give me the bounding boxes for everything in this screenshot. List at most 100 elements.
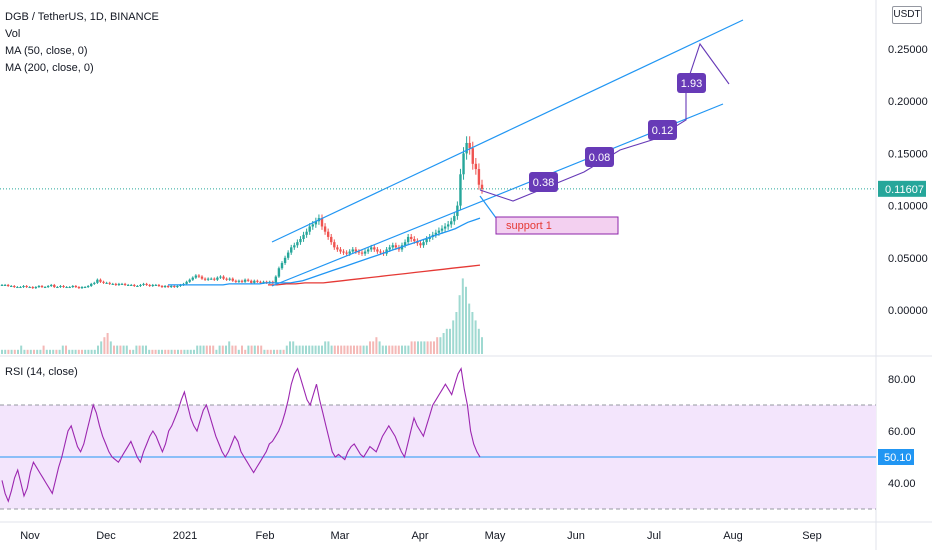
volume-bar	[356, 345, 359, 354]
candle-body	[354, 249, 358, 252]
volume-bar	[173, 349, 176, 354]
volume-bar	[253, 345, 256, 354]
volume-bar	[433, 341, 435, 354]
candle-body	[160, 285, 164, 288]
volume-bar	[138, 345, 141, 354]
candle-body	[219, 276, 222, 278]
projection-label: 0.38	[533, 177, 554, 189]
volume-bar	[61, 345, 64, 354]
volume-bar	[423, 341, 426, 354]
volume-bar	[413, 341, 416, 354]
candle-body	[96, 279, 99, 283]
candle-body	[114, 283, 118, 285]
volume-bar	[388, 345, 391, 354]
volume-bar	[477, 328, 480, 354]
volume-bar	[474, 320, 477, 354]
volume-bar	[365, 345, 368, 354]
candle-body	[299, 239, 302, 243]
candle-body	[222, 276, 225, 279]
volume-bar	[167, 349, 170, 354]
volume-bar	[33, 349, 35, 354]
time-tick-label: Aug	[723, 530, 743, 542]
currency-unit-button[interactable]: USDT	[892, 6, 922, 24]
candle-body	[333, 242, 336, 248]
candle-body	[462, 153, 465, 175]
volume-bar	[234, 345, 237, 354]
volume-bar	[452, 320, 455, 354]
volume-bar	[362, 345, 365, 354]
volume-bar	[407, 345, 410, 354]
volume-bar	[199, 345, 202, 354]
candle-body	[133, 284, 136, 286]
candle-body	[434, 232, 438, 235]
volume-bar	[273, 349, 275, 354]
volume-bar	[145, 345, 147, 354]
candle-body	[246, 279, 250, 281]
candle-body	[240, 280, 244, 282]
candle-body	[59, 285, 62, 288]
volume-bar	[250, 345, 253, 354]
candle-body	[465, 142, 468, 154]
candle-body	[290, 247, 293, 253]
volume-bar	[87, 349, 90, 354]
candle-body	[74, 285, 78, 288]
candle-body	[93, 282, 96, 284]
candle-body	[308, 226, 311, 232]
candle-body	[197, 275, 201, 277]
volume-bar	[314, 345, 317, 354]
volume-bar	[397, 345, 400, 354]
volume-bar	[202, 345, 205, 354]
candle-body	[148, 284, 151, 286]
volume-bar	[468, 303, 471, 354]
candle-body	[360, 252, 364, 254]
volume-bar	[170, 349, 173, 354]
candle-body	[225, 278, 228, 280]
volume-bar	[119, 345, 122, 354]
volume-bar	[241, 345, 243, 354]
candle-body	[213, 278, 216, 280]
volume-bar	[439, 337, 442, 354]
support-label: support 1	[506, 220, 552, 232]
volume-bar	[426, 341, 429, 354]
candle-body	[480, 184, 484, 189]
channel-upper-line	[271, 19, 744, 243]
candle-body	[163, 285, 167, 288]
candle-body	[410, 236, 413, 240]
rsi-tick-label: 80.00	[888, 374, 916, 386]
price-tick-label: 0.15000	[888, 148, 928, 160]
candle-body	[314, 221, 318, 225]
candle-body	[468, 142, 471, 149]
volume-bar	[1, 349, 3, 354]
volume-bar	[385, 345, 387, 354]
ma200-line	[268, 264, 481, 286]
volume-bar	[157, 349, 160, 354]
candle-body	[37, 285, 41, 288]
volume-bar	[164, 349, 167, 354]
candle-body	[170, 285, 173, 288]
time-tick-label: Feb	[256, 530, 275, 542]
volume-bar	[292, 341, 295, 354]
volume-bar	[449, 328, 451, 354]
candle-body	[68, 287, 71, 289]
volume-bar	[298, 345, 301, 354]
volume-bar	[180, 349, 183, 354]
volume-bar	[189, 349, 192, 354]
projection-label: 0.12	[652, 125, 673, 137]
projection-path	[479, 42, 730, 202]
candle-body	[22, 285, 25, 288]
volume-bar	[209, 345, 211, 354]
volume-bar	[10, 349, 13, 354]
candle-body	[0, 284, 4, 286]
candle-body	[99, 279, 102, 282]
volume-bar	[45, 349, 48, 354]
candle-body	[166, 285, 170, 288]
time-tick-label: May	[485, 530, 506, 542]
volume-bar	[93, 349, 96, 354]
volume-bar	[461, 278, 464, 354]
volume-bar	[375, 337, 378, 354]
volume-bar	[4, 349, 7, 354]
volume-bar	[20, 345, 23, 354]
volume-bar	[100, 341, 103, 354]
volume-bar	[74, 349, 77, 354]
